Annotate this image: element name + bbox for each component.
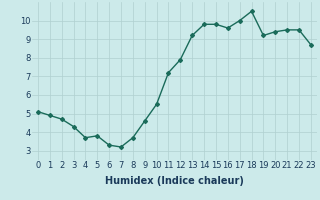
X-axis label: Humidex (Indice chaleur): Humidex (Indice chaleur) <box>105 176 244 186</box>
